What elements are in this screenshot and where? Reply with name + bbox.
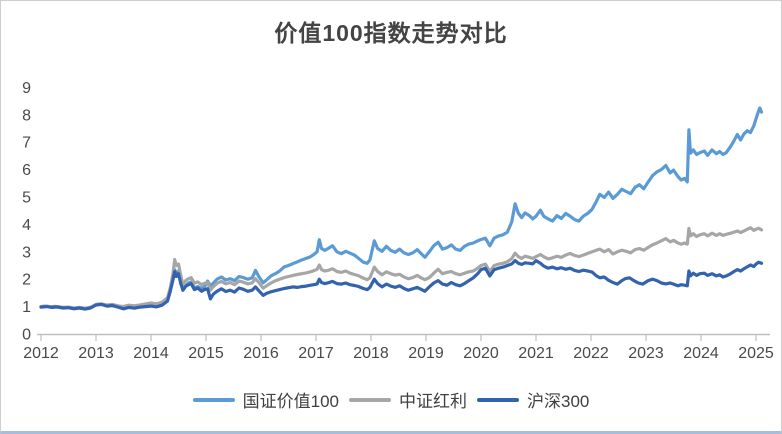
legend-swatch-gray xyxy=(349,397,391,402)
x-tick-label: 2022 xyxy=(573,345,609,362)
y-tick-label: 9 xyxy=(22,80,31,97)
y-tick-label: 7 xyxy=(22,135,31,152)
x-tick-label: 2012 xyxy=(23,345,59,362)
y-tick-label: 1 xyxy=(22,299,31,316)
y-tick-label: 8 xyxy=(22,107,31,124)
legend-swatch-dark-blue xyxy=(477,397,519,402)
legend-label: 沪深300 xyxy=(527,392,590,411)
chart-title: 价值100指数走势对比 xyxy=(274,20,508,46)
y-tick-label: 6 xyxy=(22,162,31,179)
x-tick-label: 2020 xyxy=(463,345,499,362)
series-line-沪深300 xyxy=(39,259,764,311)
x-tick-label: 2013 xyxy=(78,345,114,362)
legend-label: 中证红利 xyxy=(399,392,467,411)
x-tick-label: 2023 xyxy=(628,345,664,362)
y-tick-label: 5 xyxy=(22,190,31,207)
x-tick-label: 2014 xyxy=(133,345,169,362)
y-tick-label: 3 xyxy=(22,244,31,261)
x-tick-label: 2024 xyxy=(683,345,719,362)
y-tick-label: 2 xyxy=(22,272,31,289)
series-line-中证红利 xyxy=(39,226,764,310)
legend-item-zhongzheng-dividend: 中证红利 xyxy=(349,387,467,412)
x-tick-label: 2018 xyxy=(353,345,389,362)
x-tick-label: 2015 xyxy=(188,345,224,362)
x-tick-label: 2021 xyxy=(518,345,554,362)
x-tick-label: 2016 xyxy=(243,345,279,362)
y-tick-label: 0 xyxy=(22,327,31,344)
y-tick-label: 4 xyxy=(22,217,31,234)
legend-item-guozheng-value-100: 国证价值100 xyxy=(192,387,339,412)
legend-swatch-light-blue xyxy=(192,397,235,402)
x-tick-label: 2017 xyxy=(298,345,334,362)
line-chart: 2012 2013 2014 2015 2016 2017 2018 2019 2020 2021… xyxy=(22,80,774,362)
legend-item-hushen-300: 沪深300 xyxy=(477,387,589,412)
x-tick-label: 2019 xyxy=(408,345,444,362)
chart-legend: 国证价值100 中证红利 沪深300 xyxy=(1,387,781,412)
x-tick-label: 2025 xyxy=(738,345,774,362)
legend-label: 国证价值100 xyxy=(242,392,339,411)
